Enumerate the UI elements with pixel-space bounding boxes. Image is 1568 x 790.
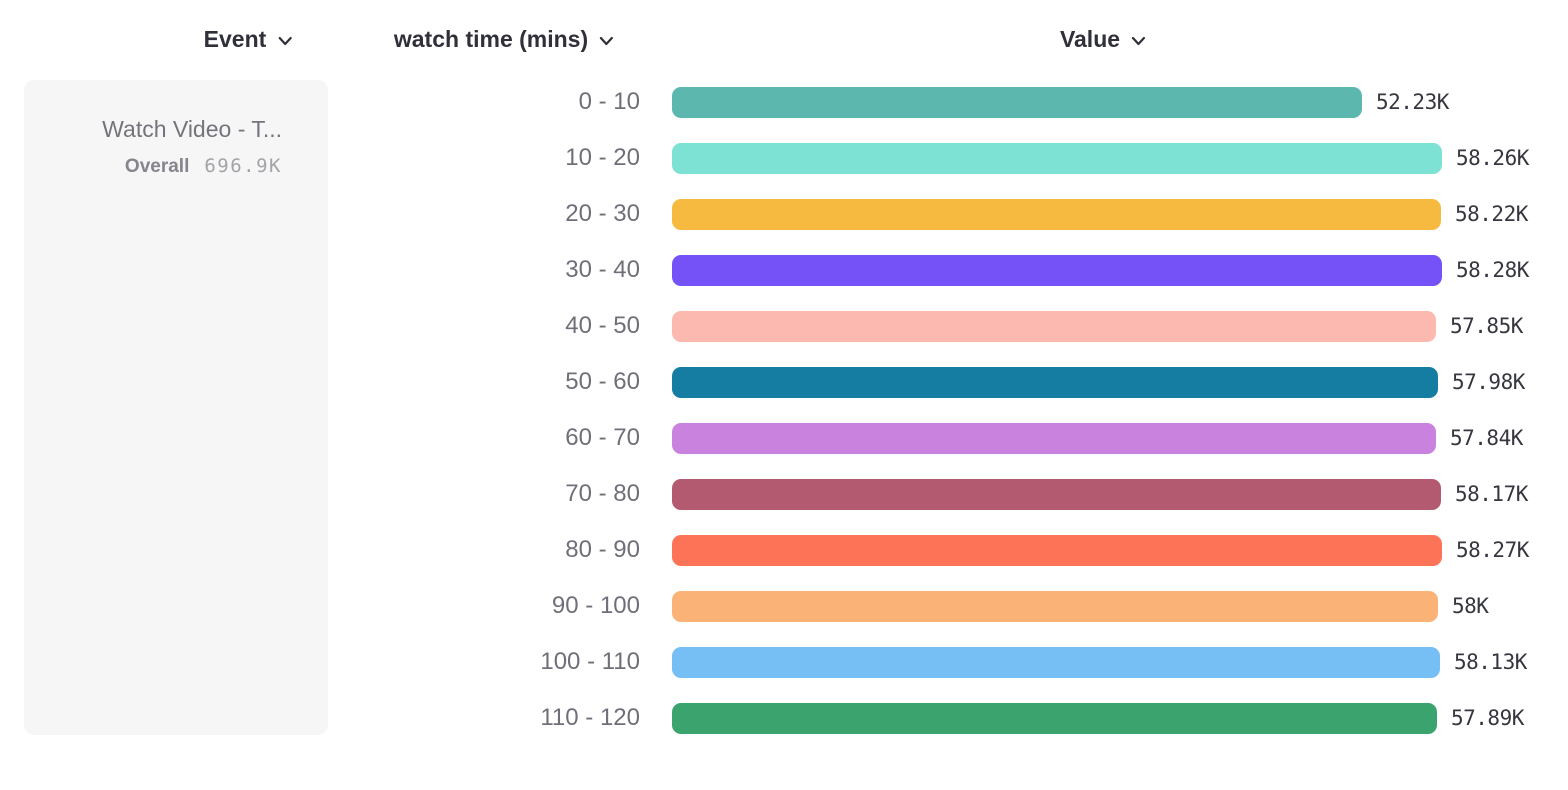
chart-row: 40 - 50 57.85K [0,298,1529,354]
row-label: 50 - 60 [565,368,640,395]
value-label: 58.28K [1456,258,1529,282]
bar[interactable] [672,534,1442,566]
row-label: 80 - 90 [565,536,640,563]
event-card[interactable]: Watch Video - T... Overall 696.9K [24,80,328,735]
row-label: 0 - 10 [578,88,640,115]
overall-value: 696.9K [204,154,282,177]
bar[interactable] [672,142,1442,174]
breakdown-column-header[interactable]: watch time (mins) [394,26,614,53]
row-label: 20 - 30 [565,200,640,227]
chart-row: 50 - 60 57.98K [0,354,1529,410]
chart-row: 60 - 70 57.84K [0,410,1529,466]
row-label: 40 - 50 [565,312,640,339]
chart-row: 90 - 100 58K [0,578,1529,634]
overall-label: Overall [124,155,190,177]
value-column-header[interactable]: Value [1060,26,1146,53]
bar[interactable] [672,86,1362,118]
breakdown-column-label: watch time (mins) [393,26,589,52]
value-label: 57.84K [1450,426,1523,450]
value-label: 57.98K [1452,370,1525,394]
bar[interactable] [672,646,1440,678]
value-label: 58.22K [1455,202,1528,226]
value-label: 58.27K [1456,538,1529,562]
bar[interactable] [672,310,1436,342]
event-column-label: Event [203,26,267,52]
chart-row: 80 - 90 58.27K [0,522,1529,578]
chart-row: 70 - 80 58.17K [0,466,1529,522]
value-label: 57.89K [1451,706,1524,730]
event-overall-row: Overall 696.9K [24,155,282,178]
bar[interactable] [672,478,1441,510]
row-label: 60 - 70 [565,424,640,451]
value-label: 58K [1452,594,1489,618]
value-column-label: Value [1059,26,1121,52]
chevron-down-icon [278,36,292,45]
bar-chart: 0 - 10 52.23K 10 - 20 58.26K 20 - 30 58.… [0,74,1529,746]
chevron-down-icon [1131,36,1146,45]
event-column-header[interactable]: Event [204,26,293,53]
chart-row: 0 - 10 52.23K [0,74,1529,130]
value-label: 58.13K [1454,650,1527,674]
bar[interactable] [672,702,1437,734]
row-label: 70 - 80 [565,480,640,507]
value-label: 57.85K [1450,314,1523,338]
chart-row: 100 - 110 58.13K [0,634,1529,690]
bar[interactable] [672,254,1442,286]
event-title: Watch Video - T... [102,116,282,142]
row-label: 90 - 100 [551,592,640,619]
bar[interactable] [672,590,1438,622]
bar[interactable] [672,422,1436,454]
bar[interactable] [672,366,1438,398]
row-label: 110 - 120 [540,704,640,731]
row-label: 10 - 20 [565,144,640,171]
chart-row: 110 - 120 57.89K [0,690,1529,746]
bar[interactable] [672,198,1441,230]
chevron-down-icon [600,36,614,45]
chart-row: 20 - 30 58.22K [0,186,1529,242]
value-label: 58.26K [1456,146,1529,170]
chart-row: 10 - 20 58.26K [0,130,1529,186]
row-label: 30 - 40 [565,256,640,283]
value-label: 58.17K [1455,482,1528,506]
chart-row: 30 - 40 58.28K [0,242,1529,298]
value-label: 52.23K [1376,90,1449,114]
row-label: 100 - 110 [540,648,640,675]
